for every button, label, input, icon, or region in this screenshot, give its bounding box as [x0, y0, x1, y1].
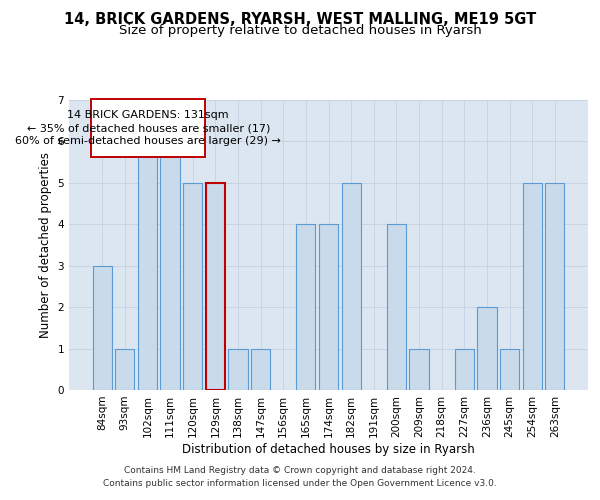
FancyBboxPatch shape [91, 99, 205, 157]
Text: Size of property relative to detached houses in Ryarsh: Size of property relative to detached ho… [119, 24, 481, 37]
Bar [92, 266, 112, 390]
Bar [387, 224, 406, 390]
Bar [409, 348, 428, 390]
Bar [229, 348, 248, 390]
Bar [455, 348, 474, 390]
Bar [500, 348, 519, 390]
Bar [545, 183, 565, 390]
Text: Contains HM Land Registry data © Crown copyright and database right 2024.
Contai: Contains HM Land Registry data © Crown c… [103, 466, 497, 487]
Bar [206, 183, 225, 390]
Bar [319, 224, 338, 390]
Bar [251, 348, 270, 390]
Text: 14 BRICK GARDENS: 131sqm
← 35% of detached houses are smaller (17)
60% of semi-d: 14 BRICK GARDENS: 131sqm ← 35% of detach… [16, 110, 281, 146]
Bar [296, 224, 316, 390]
Text: 14, BRICK GARDENS, RYARSH, WEST MALLING, ME19 5GT: 14, BRICK GARDENS, RYARSH, WEST MALLING,… [64, 12, 536, 28]
Y-axis label: Number of detached properties: Number of detached properties [39, 152, 52, 338]
Bar [523, 183, 542, 390]
Bar [138, 142, 157, 390]
Bar [477, 307, 497, 390]
Bar [115, 348, 134, 390]
Bar [341, 183, 361, 390]
Bar [183, 183, 202, 390]
X-axis label: Distribution of detached houses by size in Ryarsh: Distribution of detached houses by size … [182, 442, 475, 456]
Bar [160, 142, 180, 390]
